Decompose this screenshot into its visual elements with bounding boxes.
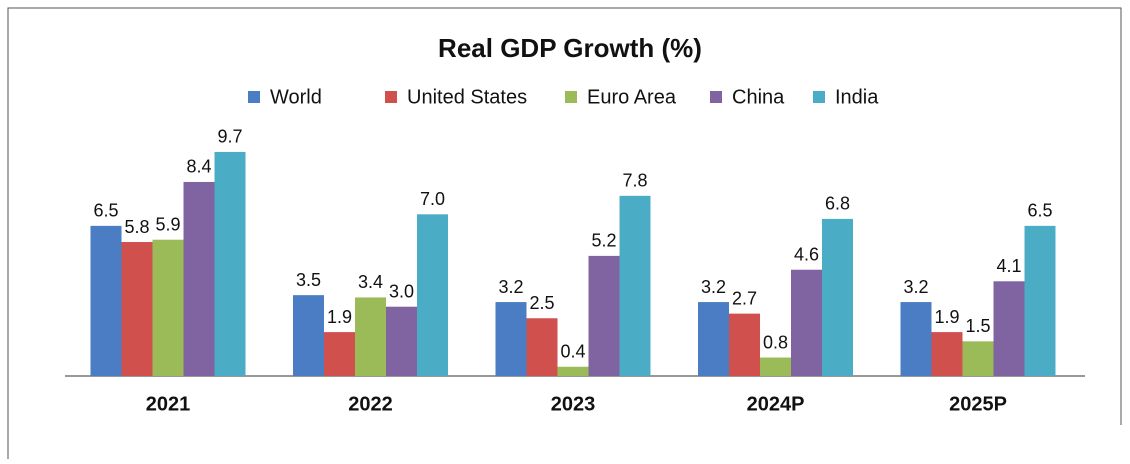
x-tick-label: 2024P	[747, 393, 805, 415]
bar	[152, 239, 184, 376]
legend-label: Euro Area	[587, 86, 677, 108]
legend-label: China	[732, 86, 785, 108]
x-tick-label: 2023	[551, 393, 596, 415]
data-label: 4.1	[996, 256, 1021, 276]
bar	[993, 281, 1025, 376]
data-label: 1.5	[965, 316, 990, 336]
bar	[417, 214, 448, 376]
bar	[931, 332, 963, 376]
bar	[526, 318, 558, 376]
data-label: 3.2	[498, 277, 523, 297]
data-label: 0.8	[763, 332, 788, 352]
data-label: 6.5	[93, 201, 118, 221]
data-label: 3.5	[296, 270, 321, 290]
bar	[495, 302, 527, 376]
data-label: 3.4	[358, 272, 383, 292]
data-label: 5.8	[124, 217, 149, 237]
data-label: 9.7	[217, 127, 242, 147]
data-label: 1.9	[934, 307, 959, 327]
bar	[822, 218, 853, 376]
data-label: 2.7	[732, 288, 757, 308]
data-label: 7.8	[622, 171, 647, 191]
bar	[900, 302, 932, 376]
bar	[183, 181, 215, 376]
legend-swatch	[813, 91, 825, 103]
data-label: 5.2	[591, 231, 616, 251]
bar	[386, 306, 417, 376]
data-label: 7.0	[420, 189, 445, 209]
data-label: 6.5	[1027, 201, 1052, 221]
x-tick-label: 2021	[146, 393, 191, 415]
data-label: 1.9	[327, 307, 352, 327]
bar	[90, 225, 122, 376]
data-label: 3.2	[903, 277, 928, 297]
data-label: 8.4	[186, 157, 211, 177]
legend-swatch	[710, 91, 722, 103]
legend-swatch	[385, 91, 397, 103]
bar	[121, 242, 153, 376]
data-label: 0.4	[560, 342, 585, 362]
data-label: 3.2	[701, 277, 726, 297]
bar	[293, 295, 324, 376]
bar	[1024, 225, 1056, 376]
data-label: 6.8	[825, 194, 850, 214]
bar	[791, 269, 822, 376]
legend-label: World	[270, 86, 322, 108]
bar	[324, 332, 355, 376]
bar	[355, 297, 386, 376]
legend-label: India	[835, 86, 879, 108]
data-label: 3.0	[389, 281, 414, 301]
legend-label: United States	[407, 86, 527, 108]
frame	[7, 7, 1122, 459]
bar	[729, 313, 760, 376]
bar	[760, 357, 791, 376]
bar	[698, 302, 729, 376]
data-label: 5.9	[155, 214, 180, 234]
legend-swatch	[565, 91, 577, 103]
legend-swatch	[248, 91, 260, 103]
x-tick-label: 2022	[348, 393, 393, 415]
x-tick-label: 2025P	[949, 393, 1007, 415]
bar	[962, 341, 994, 376]
data-label: 2.5	[529, 293, 554, 313]
bar	[588, 255, 620, 376]
bar	[214, 151, 246, 376]
chart-title: Real GDP Growth (%)	[438, 33, 702, 63]
data-label: 4.6	[794, 244, 819, 264]
bar	[557, 366, 589, 376]
bar	[619, 195, 651, 376]
